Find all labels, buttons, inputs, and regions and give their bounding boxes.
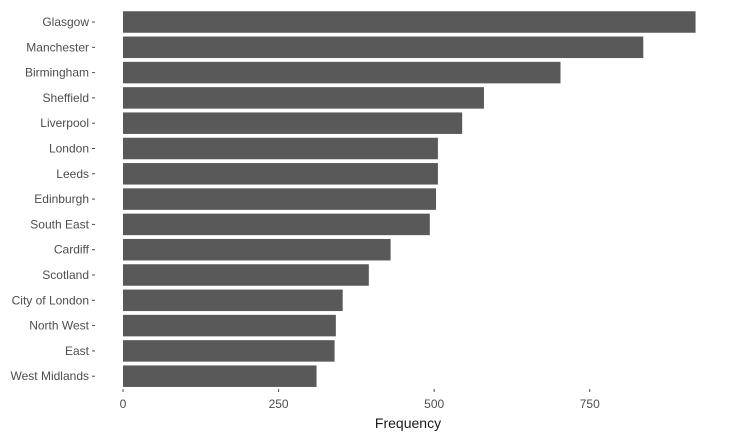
bar-south-east bbox=[123, 213, 430, 236]
bar-city-of-london bbox=[123, 289, 343, 312]
y-category-label: Sheffield bbox=[43, 91, 89, 105]
x-axis-title: Frequency bbox=[375, 415, 441, 431]
x-axis-tick-labels: 0 250 500 750 bbox=[120, 389, 600, 411]
y-category-label: South East bbox=[30, 217, 89, 231]
y-category-label: North West bbox=[29, 319, 89, 333]
bar-west-midlands bbox=[123, 365, 317, 387]
y-category-label: Cardiff bbox=[54, 243, 90, 257]
y-category-label: Leeds bbox=[56, 167, 89, 181]
x-tick-label: 0 bbox=[120, 397, 127, 411]
y-category-label: Glasgow bbox=[42, 15, 89, 29]
bar-birmingham bbox=[123, 61, 561, 84]
x-tick-label: 250 bbox=[269, 397, 289, 411]
y-category-label: Manchester bbox=[26, 40, 89, 54]
y-category-label: City of London bbox=[12, 293, 89, 307]
bar-cardiff bbox=[123, 238, 391, 261]
y-category-label: Scotland bbox=[42, 268, 89, 282]
x-tick-label: 750 bbox=[580, 397, 600, 411]
bar-scotland bbox=[123, 264, 369, 286]
bars-group bbox=[123, 11, 696, 387]
y-category-label: Birmingham bbox=[25, 66, 89, 80]
bar-manchester bbox=[123, 36, 644, 59]
y-category-label: West Midlands bbox=[11, 369, 89, 383]
y-axis-category-labels: Glasgow Manchester Birmingham Sheffield Live… bbox=[11, 15, 95, 383]
bar-london bbox=[123, 137, 438, 160]
bar-north-west bbox=[123, 314, 336, 337]
y-category-label: East bbox=[65, 344, 90, 358]
x-tick-label: 500 bbox=[424, 397, 444, 411]
y-category-label: Edinburgh bbox=[34, 192, 89, 206]
bar-edinburgh bbox=[123, 188, 437, 210]
bar-leeds bbox=[123, 163, 438, 185]
y-category-label: Liverpool bbox=[40, 116, 89, 130]
bar-glasgow bbox=[123, 11, 696, 33]
bar-sheffield bbox=[123, 87, 484, 109]
y-category-label: London bbox=[49, 142, 89, 156]
bar-east bbox=[123, 340, 335, 362]
bar-liverpool bbox=[123, 112, 463, 134]
